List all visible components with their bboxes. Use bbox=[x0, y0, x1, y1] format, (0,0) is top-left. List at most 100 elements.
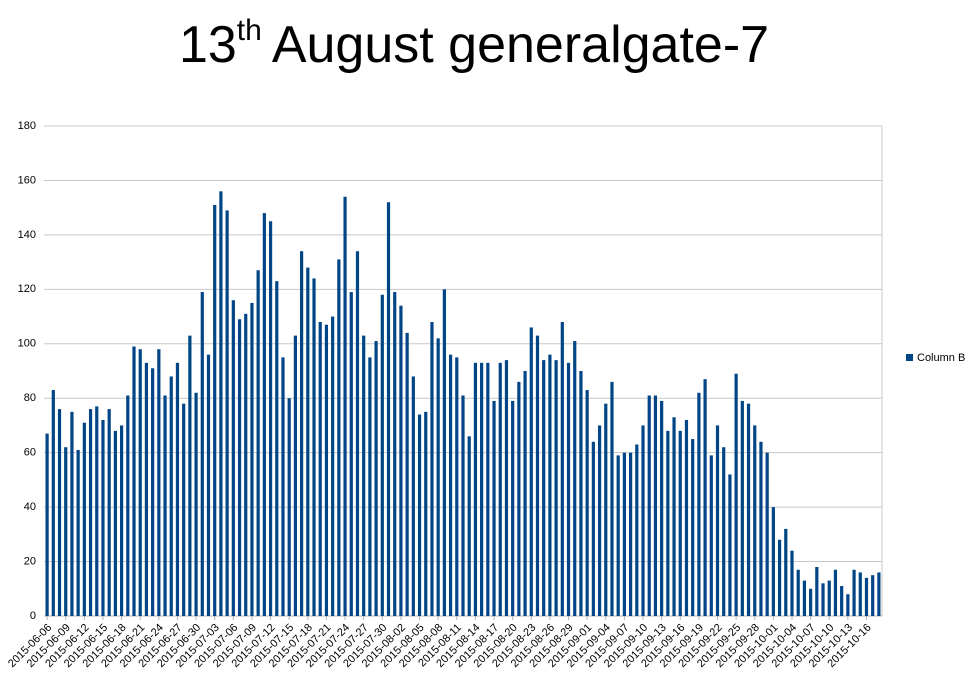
chart-title: 13th August generalgate-7 bbox=[179, 14, 769, 74]
y-tick-label: 120 bbox=[18, 283, 36, 295]
bar bbox=[362, 335, 366, 616]
bar bbox=[219, 191, 223, 617]
bar bbox=[641, 425, 645, 616]
bar bbox=[809, 588, 813, 616]
bar bbox=[796, 569, 800, 616]
bar bbox=[262, 213, 266, 616]
bar bbox=[107, 409, 111, 616]
bar bbox=[784, 528, 788, 616]
bar bbox=[504, 360, 509, 616]
bar bbox=[622, 452, 626, 616]
title-number: 13 bbox=[179, 16, 237, 74]
bar bbox=[777, 539, 782, 616]
bar bbox=[225, 210, 229, 616]
bar bbox=[182, 403, 186, 616]
bar bbox=[852, 569, 856, 616]
bar bbox=[864, 577, 869, 616]
bar bbox=[306, 267, 310, 616]
bar bbox=[877, 572, 881, 616]
bar bbox=[846, 594, 850, 616]
bar bbox=[871, 575, 875, 616]
bar bbox=[237, 319, 242, 616]
bar bbox=[486, 362, 490, 616]
bar bbox=[498, 362, 502, 616]
y-tick-label: 60 bbox=[24, 447, 36, 459]
title-rest: August generalgate-7 bbox=[272, 16, 769, 74]
bar bbox=[275, 281, 279, 616]
bar bbox=[424, 411, 428, 616]
y-tick-label: 0 bbox=[30, 610, 36, 622]
bar bbox=[95, 406, 99, 616]
bar bbox=[64, 447, 68, 616]
bar bbox=[175, 362, 180, 616]
bar bbox=[535, 335, 540, 616]
bar bbox=[740, 400, 744, 616]
bar bbox=[455, 357, 459, 616]
bar bbox=[728, 474, 732, 616]
bar bbox=[113, 430, 117, 616]
bar bbox=[51, 390, 55, 616]
bar bbox=[840, 586, 844, 616]
y-tick-label: 140 bbox=[18, 229, 36, 241]
bar bbox=[213, 204, 217, 616]
bar bbox=[405, 332, 409, 616]
bar bbox=[57, 409, 62, 616]
bar bbox=[163, 395, 167, 616]
bar bbox=[157, 349, 161, 616]
bar bbox=[244, 313, 248, 616]
bar bbox=[231, 300, 235, 616]
legend-label: Column B bbox=[917, 352, 965, 364]
bar bbox=[529, 327, 533, 616]
bar bbox=[411, 376, 415, 616]
bar bbox=[746, 403, 751, 616]
bar bbox=[337, 259, 341, 616]
bar bbox=[473, 362, 478, 616]
bar bbox=[709, 455, 713, 616]
bar bbox=[833, 569, 838, 616]
bar bbox=[355, 251, 360, 616]
bar bbox=[827, 580, 831, 616]
bar bbox=[672, 417, 676, 616]
bar bbox=[250, 302, 254, 616]
bar bbox=[610, 381, 614, 616]
bar bbox=[604, 403, 608, 616]
bar bbox=[517, 381, 521, 616]
bar bbox=[554, 360, 558, 616]
bar bbox=[268, 221, 273, 616]
title-suffix: th bbox=[237, 14, 262, 47]
bar bbox=[101, 420, 105, 616]
bar bbox=[448, 354, 453, 616]
bar bbox=[511, 400, 515, 616]
bar bbox=[765, 452, 769, 616]
bar bbox=[597, 425, 602, 616]
bar bbox=[815, 567, 819, 616]
bar bbox=[734, 373, 738, 616]
bar bbox=[492, 400, 496, 616]
bar bbox=[281, 357, 285, 616]
bar bbox=[312, 278, 316, 616]
bar bbox=[76, 449, 80, 616]
bar bbox=[119, 425, 124, 616]
bar bbox=[523, 371, 527, 616]
bar bbox=[324, 324, 329, 616]
bar bbox=[759, 441, 763, 616]
bar bbox=[206, 354, 211, 616]
bar bbox=[579, 371, 583, 616]
y-tick-label: 80 bbox=[24, 392, 36, 404]
bar bbox=[647, 395, 651, 616]
bar bbox=[399, 305, 403, 616]
bar bbox=[442, 289, 446, 616]
bar bbox=[616, 455, 620, 616]
bar bbox=[802, 580, 807, 616]
bar bbox=[188, 335, 192, 616]
bar bbox=[343, 196, 347, 616]
bar bbox=[753, 425, 757, 616]
y-tick-label: 40 bbox=[24, 501, 36, 513]
bar bbox=[703, 379, 707, 616]
bar bbox=[331, 316, 335, 616]
bar bbox=[573, 341, 577, 616]
bar bbox=[393, 292, 397, 616]
bar bbox=[715, 425, 720, 616]
bar bbox=[566, 362, 571, 616]
